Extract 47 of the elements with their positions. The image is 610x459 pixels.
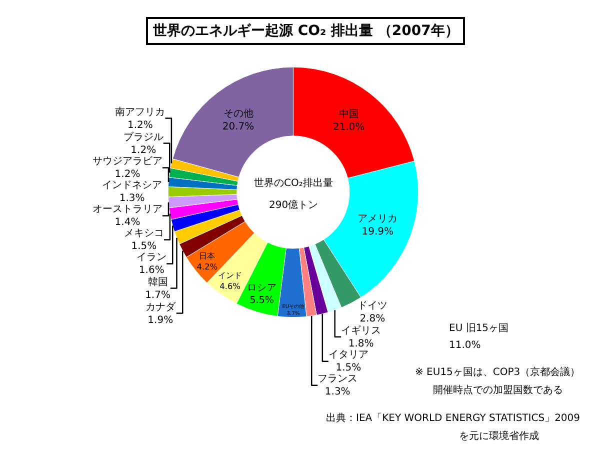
slice-label: インドネシア (102, 180, 162, 191)
data-label: 21.0% (332, 122, 365, 134)
data-label: 19.9% (362, 226, 394, 238)
data-label: 1.2% (114, 168, 140, 180)
text: 290億トン (269, 199, 318, 211)
data-label: 1.5% (336, 362, 362, 374)
slice-label: ドイツ (357, 300, 388, 312)
slice-label: 南アフリカ (115, 106, 166, 118)
slice-label: フランス (318, 373, 358, 384)
data-label: 5.5% (250, 294, 274, 306)
slice-label: メキシコ (124, 228, 164, 239)
data-label: 1.5% (131, 240, 157, 252)
slice-label: イラン (136, 252, 167, 263)
slice-label: ロシア (246, 282, 277, 294)
slice-label: インド (218, 270, 242, 280)
data-label: 1.2% (130, 144, 156, 156)
slice-label: 中国 (338, 108, 359, 120)
slice-label: イタリア (328, 349, 368, 360)
data-label: 1.7% (145, 290, 170, 301)
data-label: 1.3% (119, 192, 145, 204)
text: 開催時点での加盟国数である (433, 384, 563, 396)
data-label: 20.7% (222, 121, 254, 132)
slice-label: 韓国 (148, 276, 168, 288)
slice-label: その他 (223, 107, 254, 120)
data-label: 1.9% (148, 314, 174, 326)
data-label: 1.2% (128, 120, 153, 131)
data-label: 4.6% (220, 280, 241, 291)
text: を元に環境省作成 (459, 430, 539, 442)
text: 11.0% (449, 340, 481, 351)
text: EU 旧15ヶ国 (449, 322, 509, 334)
slice-label: サウジアラビア (92, 156, 162, 167)
slice-label: オーストラリア (92, 204, 162, 215)
data-label: 2.8% (360, 313, 386, 324)
slice-label: ブラジル (123, 130, 164, 143)
data-label: 1.6% (138, 264, 164, 276)
text: ※ EU15ヶ国は、COP3（京都会議） (415, 366, 580, 378)
slice-label: アメリカ (358, 213, 398, 224)
source-note: 出典：IEA「KEY WORLD ENERGY STATISTICS」2009 (326, 412, 580, 424)
data-label: 1.8% (348, 338, 374, 350)
data-label: 4.2% (196, 261, 218, 272)
chart-title: 世界のエネルギー起源 CO₂ 排出量 （2007年） (152, 23, 459, 39)
text: 世界のCO₂排出量 (254, 177, 333, 189)
slice-label: 日本 (199, 250, 216, 261)
data-label: 1.4% (114, 216, 140, 228)
slice-label: イギリス (341, 324, 382, 336)
data-label: 1.3% (324, 386, 350, 398)
slice-label: カナダ (145, 300, 176, 313)
